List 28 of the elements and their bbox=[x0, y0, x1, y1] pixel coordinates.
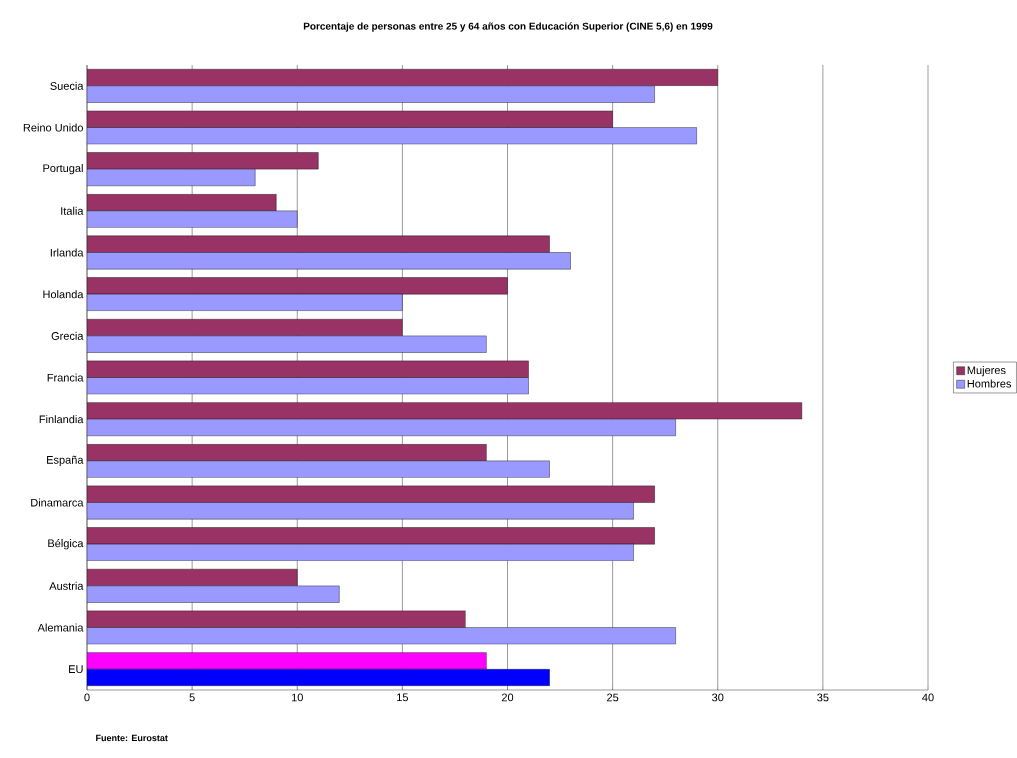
y-tick-label: Holanda bbox=[43, 290, 84, 299]
x-tick-label: 35 bbox=[817, 693, 829, 702]
y-tick-label: EU bbox=[69, 665, 83, 674]
y-tick-label: Irlanda bbox=[50, 248, 84, 257]
y-tick-label: Grecia bbox=[51, 331, 84, 340]
y-tick-label: Bélgica bbox=[48, 538, 84, 550]
x-tick-label: 30 bbox=[712, 693, 724, 702]
y-tick-label: Suecia bbox=[50, 81, 84, 90]
chart-title: Porcentaje de personas entre 25 y 64 años con Educación Superior (CINE 5,6) en 1999 bbox=[303, 22, 713, 32]
y-tick-label: España bbox=[47, 455, 84, 466]
y-tick-label: Reino Unido bbox=[23, 123, 83, 132]
y-tick-label: Italia bbox=[61, 206, 84, 215]
legend-label: Mujeres bbox=[967, 366, 1006, 377]
y-tick-label: Alemania bbox=[37, 623, 84, 632]
y-tick-label: Finlandia bbox=[39, 415, 84, 424]
x-tick-label: 15 bbox=[397, 693, 409, 702]
x-tick-label: 5 bbox=[189, 693, 195, 702]
x-tick-label: 20 bbox=[501, 693, 514, 702]
y-tick-label: Dinamarca bbox=[31, 498, 84, 507]
source-note: Fuente: Eurostat bbox=[96, 734, 168, 742]
legend-label: Hombres bbox=[967, 379, 1012, 388]
x-tick-label: 40 bbox=[922, 693, 934, 702]
y-tick-label: Portugal bbox=[43, 164, 83, 175]
y-tick-label: Francia bbox=[47, 373, 84, 382]
x-tick-label: 0 bbox=[84, 693, 90, 702]
x-tick-label: 10 bbox=[291, 693, 303, 702]
y-tick-label: Austria bbox=[49, 581, 84, 590]
x-tick-label: 25 bbox=[607, 693, 619, 702]
